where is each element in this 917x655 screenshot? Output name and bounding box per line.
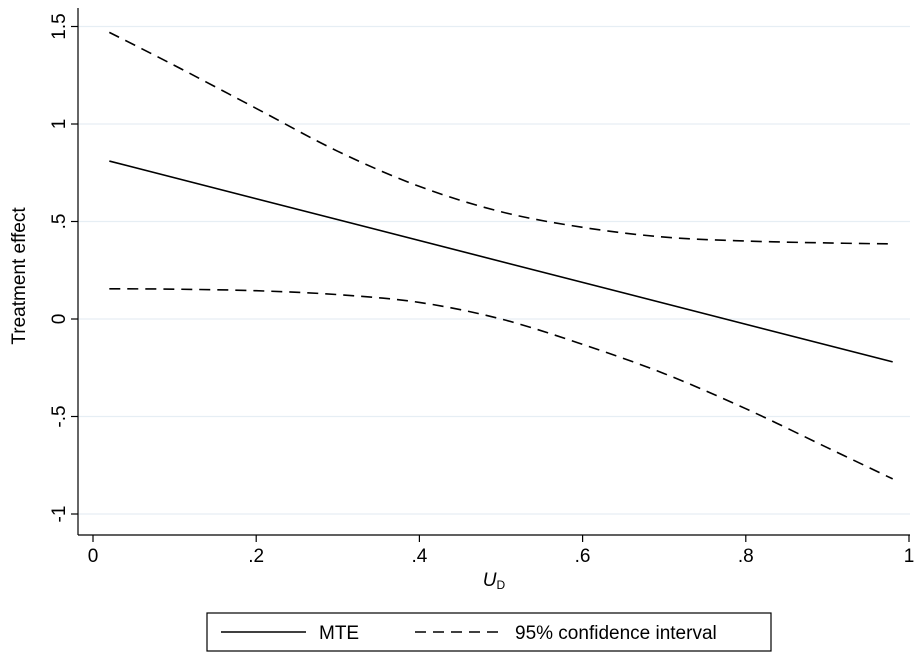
y-tick-label-4: 1 bbox=[49, 119, 70, 130]
axes bbox=[71, 8, 910, 542]
x-tick-label-5: 1 bbox=[904, 546, 915, 567]
y-tick-label-5: 1.5 bbox=[49, 13, 70, 39]
x-tick-label-4: .8 bbox=[738, 546, 754, 567]
x-tick-label-3: .6 bbox=[575, 546, 591, 567]
series-line-mte bbox=[109, 160, 893, 363]
y-tick-label-2: 0 bbox=[49, 314, 70, 325]
y-tick-label-0: -1 bbox=[49, 506, 70, 523]
legend-ci-label: 95% confidence interval bbox=[515, 623, 717, 644]
series-line-ci-upper bbox=[108, 31, 893, 245]
legend-mte-label: MTE bbox=[319, 623, 359, 644]
x-tick-label-0: 0 bbox=[88, 546, 99, 567]
y-axis-title: Treatment effect bbox=[9, 207, 30, 345]
grid-lines bbox=[78, 25, 910, 515]
tick-labels: -1 -.5 0 .5 1 1.5 0 .2 .4 .6 .8 1 bbox=[49, 13, 914, 567]
x-axis-title: UD bbox=[483, 570, 506, 592]
x-axis-title-sub: D bbox=[497, 578, 506, 592]
x-tick-label-1: .2 bbox=[248, 546, 264, 567]
series-lines bbox=[108, 31, 894, 480]
x-axis-title-main: U bbox=[483, 570, 497, 591]
x-tick-label-2: .4 bbox=[411, 546, 427, 567]
legend: MTE 95% confidence interval bbox=[206, 612, 772, 652]
y-tick-label-1: -.5 bbox=[49, 405, 70, 427]
series-line-ci-lower bbox=[109, 287, 894, 480]
y-tick-label-3: .5 bbox=[49, 214, 70, 230]
